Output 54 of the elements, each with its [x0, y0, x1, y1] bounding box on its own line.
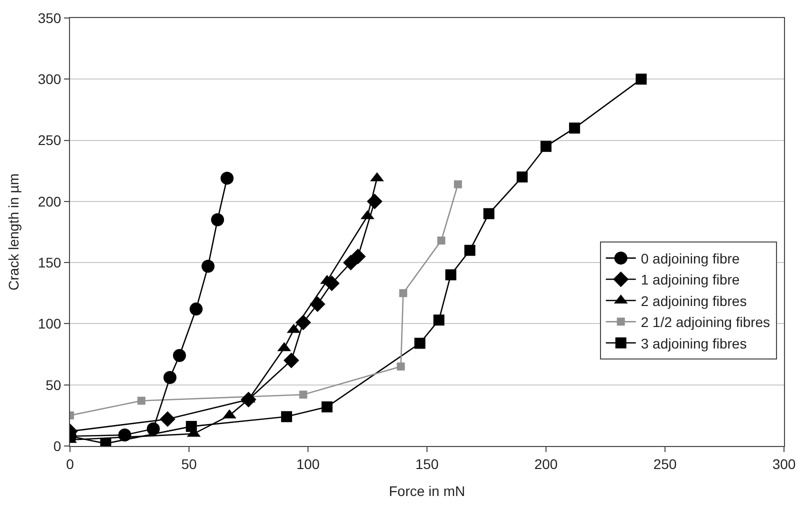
point — [137, 396, 146, 405]
point — [322, 401, 333, 412]
point — [366, 194, 382, 210]
point — [636, 74, 647, 85]
point — [445, 269, 456, 280]
x-tick-label: 200 — [534, 456, 558, 472]
point — [202, 260, 215, 273]
point — [516, 171, 528, 182]
y-tick-label: 0 — [53, 438, 62, 454]
point — [437, 236, 446, 245]
point — [414, 338, 426, 349]
point — [310, 296, 326, 312]
point — [295, 314, 312, 330]
legend-label: 2 1/2 adjoining fibres — [640, 314, 770, 330]
y-axis-title: Crack length in µm — [5, 174, 22, 290]
legend-label: 1 adjoining fibre — [640, 272, 740, 288]
point — [281, 411, 292, 422]
point — [118, 428, 132, 442]
point — [399, 289, 408, 298]
x-tick-label: 300 — [772, 456, 796, 472]
x-tick-label: 50 — [181, 456, 197, 472]
y-tick-label: 200 — [38, 193, 62, 210]
point — [146, 422, 160, 436]
y-tick-label: 350 — [38, 10, 62, 26]
point — [211, 213, 224, 226]
point — [284, 352, 300, 368]
point — [220, 172, 234, 185]
y-tick-label: 150 — [38, 254, 62, 270]
point — [172, 349, 186, 362]
legend-label: 0 adjoining fibre — [640, 250, 740, 267]
point — [324, 276, 340, 292]
point — [160, 411, 176, 427]
y-tick-label: 250 — [38, 132, 62, 148]
legend-label: 3 adjoining fibres — [640, 335, 747, 352]
x-tick-label: 0 — [66, 456, 74, 472]
point — [464, 244, 476, 256]
point — [396, 362, 405, 371]
point — [299, 390, 308, 399]
x-axis-title: Force in mN — [388, 483, 466, 500]
y-tick-label: 100 — [38, 316, 62, 332]
legend-label: 2 adjoining fibres — [640, 292, 747, 309]
x-tick-label: 250 — [653, 456, 677, 472]
point — [433, 314, 444, 326]
y-tick-label: 50 — [46, 376, 62, 393]
point — [540, 140, 552, 152]
point — [350, 248, 366, 264]
x-tick-label: 150 — [415, 456, 439, 472]
point — [454, 180, 462, 188]
point — [569, 122, 580, 134]
point — [190, 302, 203, 316]
point — [163, 371, 176, 384]
y-tick-label: 300 — [38, 71, 62, 88]
x-tick-label: 100 — [296, 456, 320, 472]
point — [483, 208, 494, 220]
